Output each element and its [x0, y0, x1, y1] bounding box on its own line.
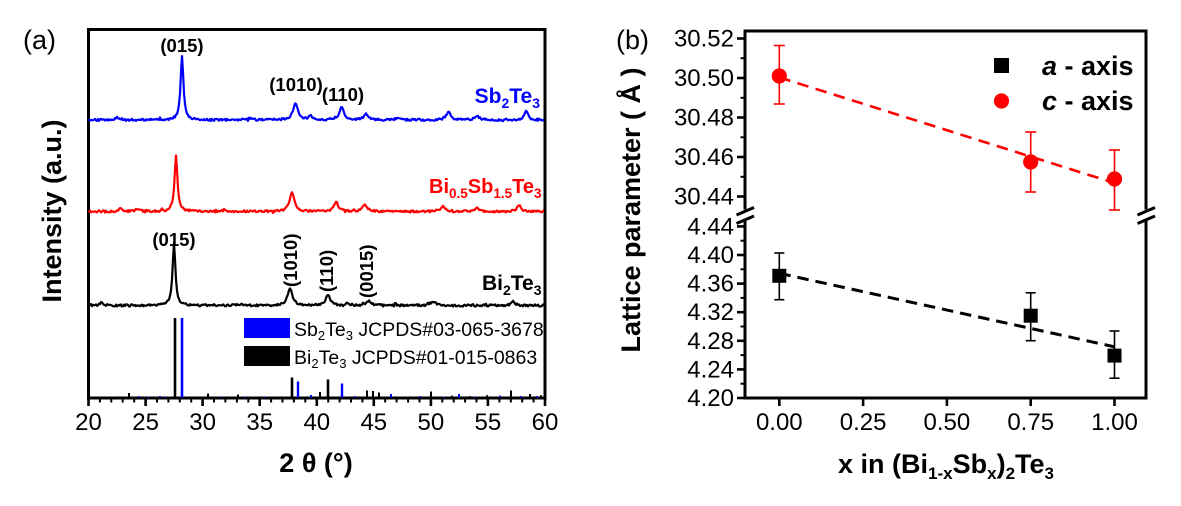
svg-text:0.25: 0.25 [840, 409, 887, 436]
svg-text:Bi0.5Sb1.5Te3: Bi0.5Sb1.5Te3 [429, 176, 542, 201]
svg-text:c - axis: c - axis [1042, 86, 1134, 116]
svg-text:30.52: 30.52 [674, 26, 734, 53]
svg-text:40: 40 [303, 409, 330, 436]
svg-text:Bi2Te3 JCPDS#01-015-0863: Bi2Te3 JCPDS#01-015-0863 [294, 347, 537, 371]
svg-text:Intensity (a.u.): Intensity (a.u.) [37, 119, 67, 302]
svg-text:4.20: 4.20 [687, 385, 734, 412]
svg-text:Bi2Te3: Bi2Te3 [482, 272, 542, 298]
svg-text:0.00: 0.00 [756, 409, 803, 436]
svg-text:4.40: 4.40 [687, 242, 734, 269]
svg-text:0.50: 0.50 [924, 409, 971, 436]
svg-text:(015): (015) [152, 229, 195, 250]
svg-text:30: 30 [189, 409, 216, 436]
svg-text:55: 55 [475, 409, 502, 436]
svg-text:35: 35 [246, 409, 273, 436]
svg-text:30.44: 30.44 [674, 184, 734, 211]
svg-text:(1010): (1010) [280, 234, 301, 287]
svg-text:(0015): (0015) [356, 245, 377, 298]
svg-text:(1010): (1010) [269, 74, 322, 95]
svg-text:(110): (110) [316, 250, 337, 292]
svg-text:25: 25 [132, 409, 159, 436]
svg-text:50: 50 [418, 409, 445, 436]
svg-text:2 θ (°): 2 θ (°) [279, 448, 352, 478]
svg-text:4.32: 4.32 [687, 299, 734, 326]
svg-text:0.75: 0.75 [1007, 409, 1054, 436]
svg-text:4.28: 4.28 [687, 328, 734, 355]
svg-text:1.00: 1.00 [1091, 409, 1138, 436]
svg-text:(015): (015) [160, 35, 203, 56]
svg-text:(a): (a) [23, 25, 56, 55]
svg-text:45: 45 [360, 409, 387, 436]
svg-text:30.50: 30.50 [674, 65, 734, 92]
svg-text:60: 60 [532, 409, 559, 436]
svg-text:20: 20 [75, 409, 102, 436]
svg-text:Lattice parameter ( Å ): Lattice parameter ( Å ) [615, 67, 646, 352]
svg-text:a - axis: a - axis [1042, 51, 1134, 81]
svg-text:(b): (b) [616, 25, 649, 55]
svg-text:(110): (110) [322, 84, 364, 105]
svg-text:Sb2Te3 JCPDS#03-065-3678: Sb2Te3 JCPDS#03-065-3678 [294, 319, 544, 343]
svg-text:4.36: 4.36 [687, 271, 734, 298]
svg-text:4.24: 4.24 [687, 356, 734, 383]
svg-text:4.44: 4.44 [687, 213, 734, 240]
svg-text:30.48: 30.48 [674, 105, 734, 132]
svg-text:30.46: 30.46 [674, 144, 734, 171]
